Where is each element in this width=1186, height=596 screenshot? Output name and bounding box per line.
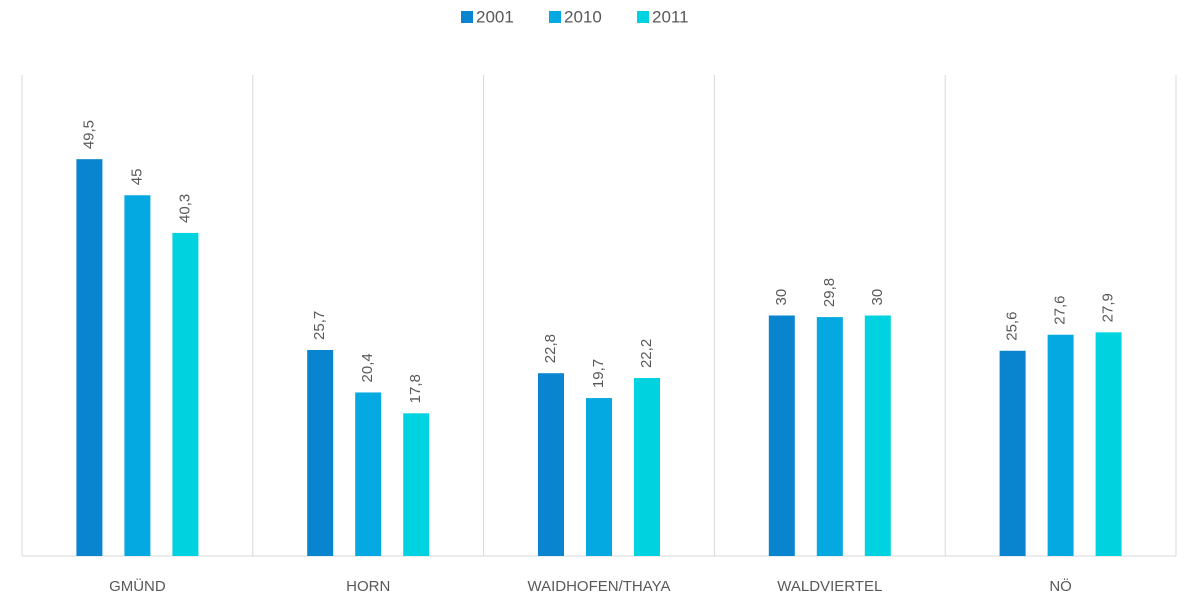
x-tick-label: WALDVIERTEL <box>777 578 882 595</box>
data-label: 22,2 <box>638 339 655 368</box>
bar <box>538 373 564 556</box>
legend-label: 2010 <box>564 7 602 26</box>
x-tick-label: GMÜND <box>109 577 166 595</box>
x-tick-label: HORN <box>346 578 390 595</box>
data-label: 40,3 <box>176 194 193 223</box>
data-label: 20,4 <box>359 353 376 382</box>
bar <box>1095 332 1122 556</box>
data-label: 49,5 <box>80 120 97 149</box>
legend-label: 2011 <box>652 7 689 26</box>
bar <box>864 315 891 556</box>
bar <box>355 392 382 556</box>
data-label: 29,8 <box>821 278 838 307</box>
legend-swatch <box>637 11 649 23</box>
bar <box>999 350 1026 556</box>
legend-swatch <box>549 11 561 23</box>
data-label: 19,7 <box>590 359 607 388</box>
data-label: 25,6 <box>1004 312 1021 341</box>
data-label: 30 <box>869 289 886 306</box>
data-label: 30 <box>773 289 790 306</box>
data-label: 27,9 <box>1100 293 1117 322</box>
x-tick-label: NÖ <box>1049 577 1072 595</box>
bar <box>816 317 843 556</box>
bar <box>307 349 334 556</box>
data-label: 17,8 <box>407 374 424 403</box>
data-label: 45 <box>128 169 145 186</box>
bar <box>768 315 795 556</box>
legend-swatch <box>461 11 473 23</box>
x-tick-label: WAIDHOFEN/THAYA <box>527 578 670 595</box>
bar <box>76 159 103 557</box>
bar <box>586 398 612 556</box>
bar <box>634 378 660 556</box>
legend-label: 2001 <box>476 7 514 26</box>
bar <box>1047 334 1074 556</box>
bar <box>403 413 430 556</box>
data-label: 27,6 <box>1052 296 1069 325</box>
data-label: 22,8 <box>542 334 559 363</box>
bar <box>124 195 151 556</box>
bar <box>172 232 199 556</box>
data-label: 25,7 <box>311 311 328 340</box>
